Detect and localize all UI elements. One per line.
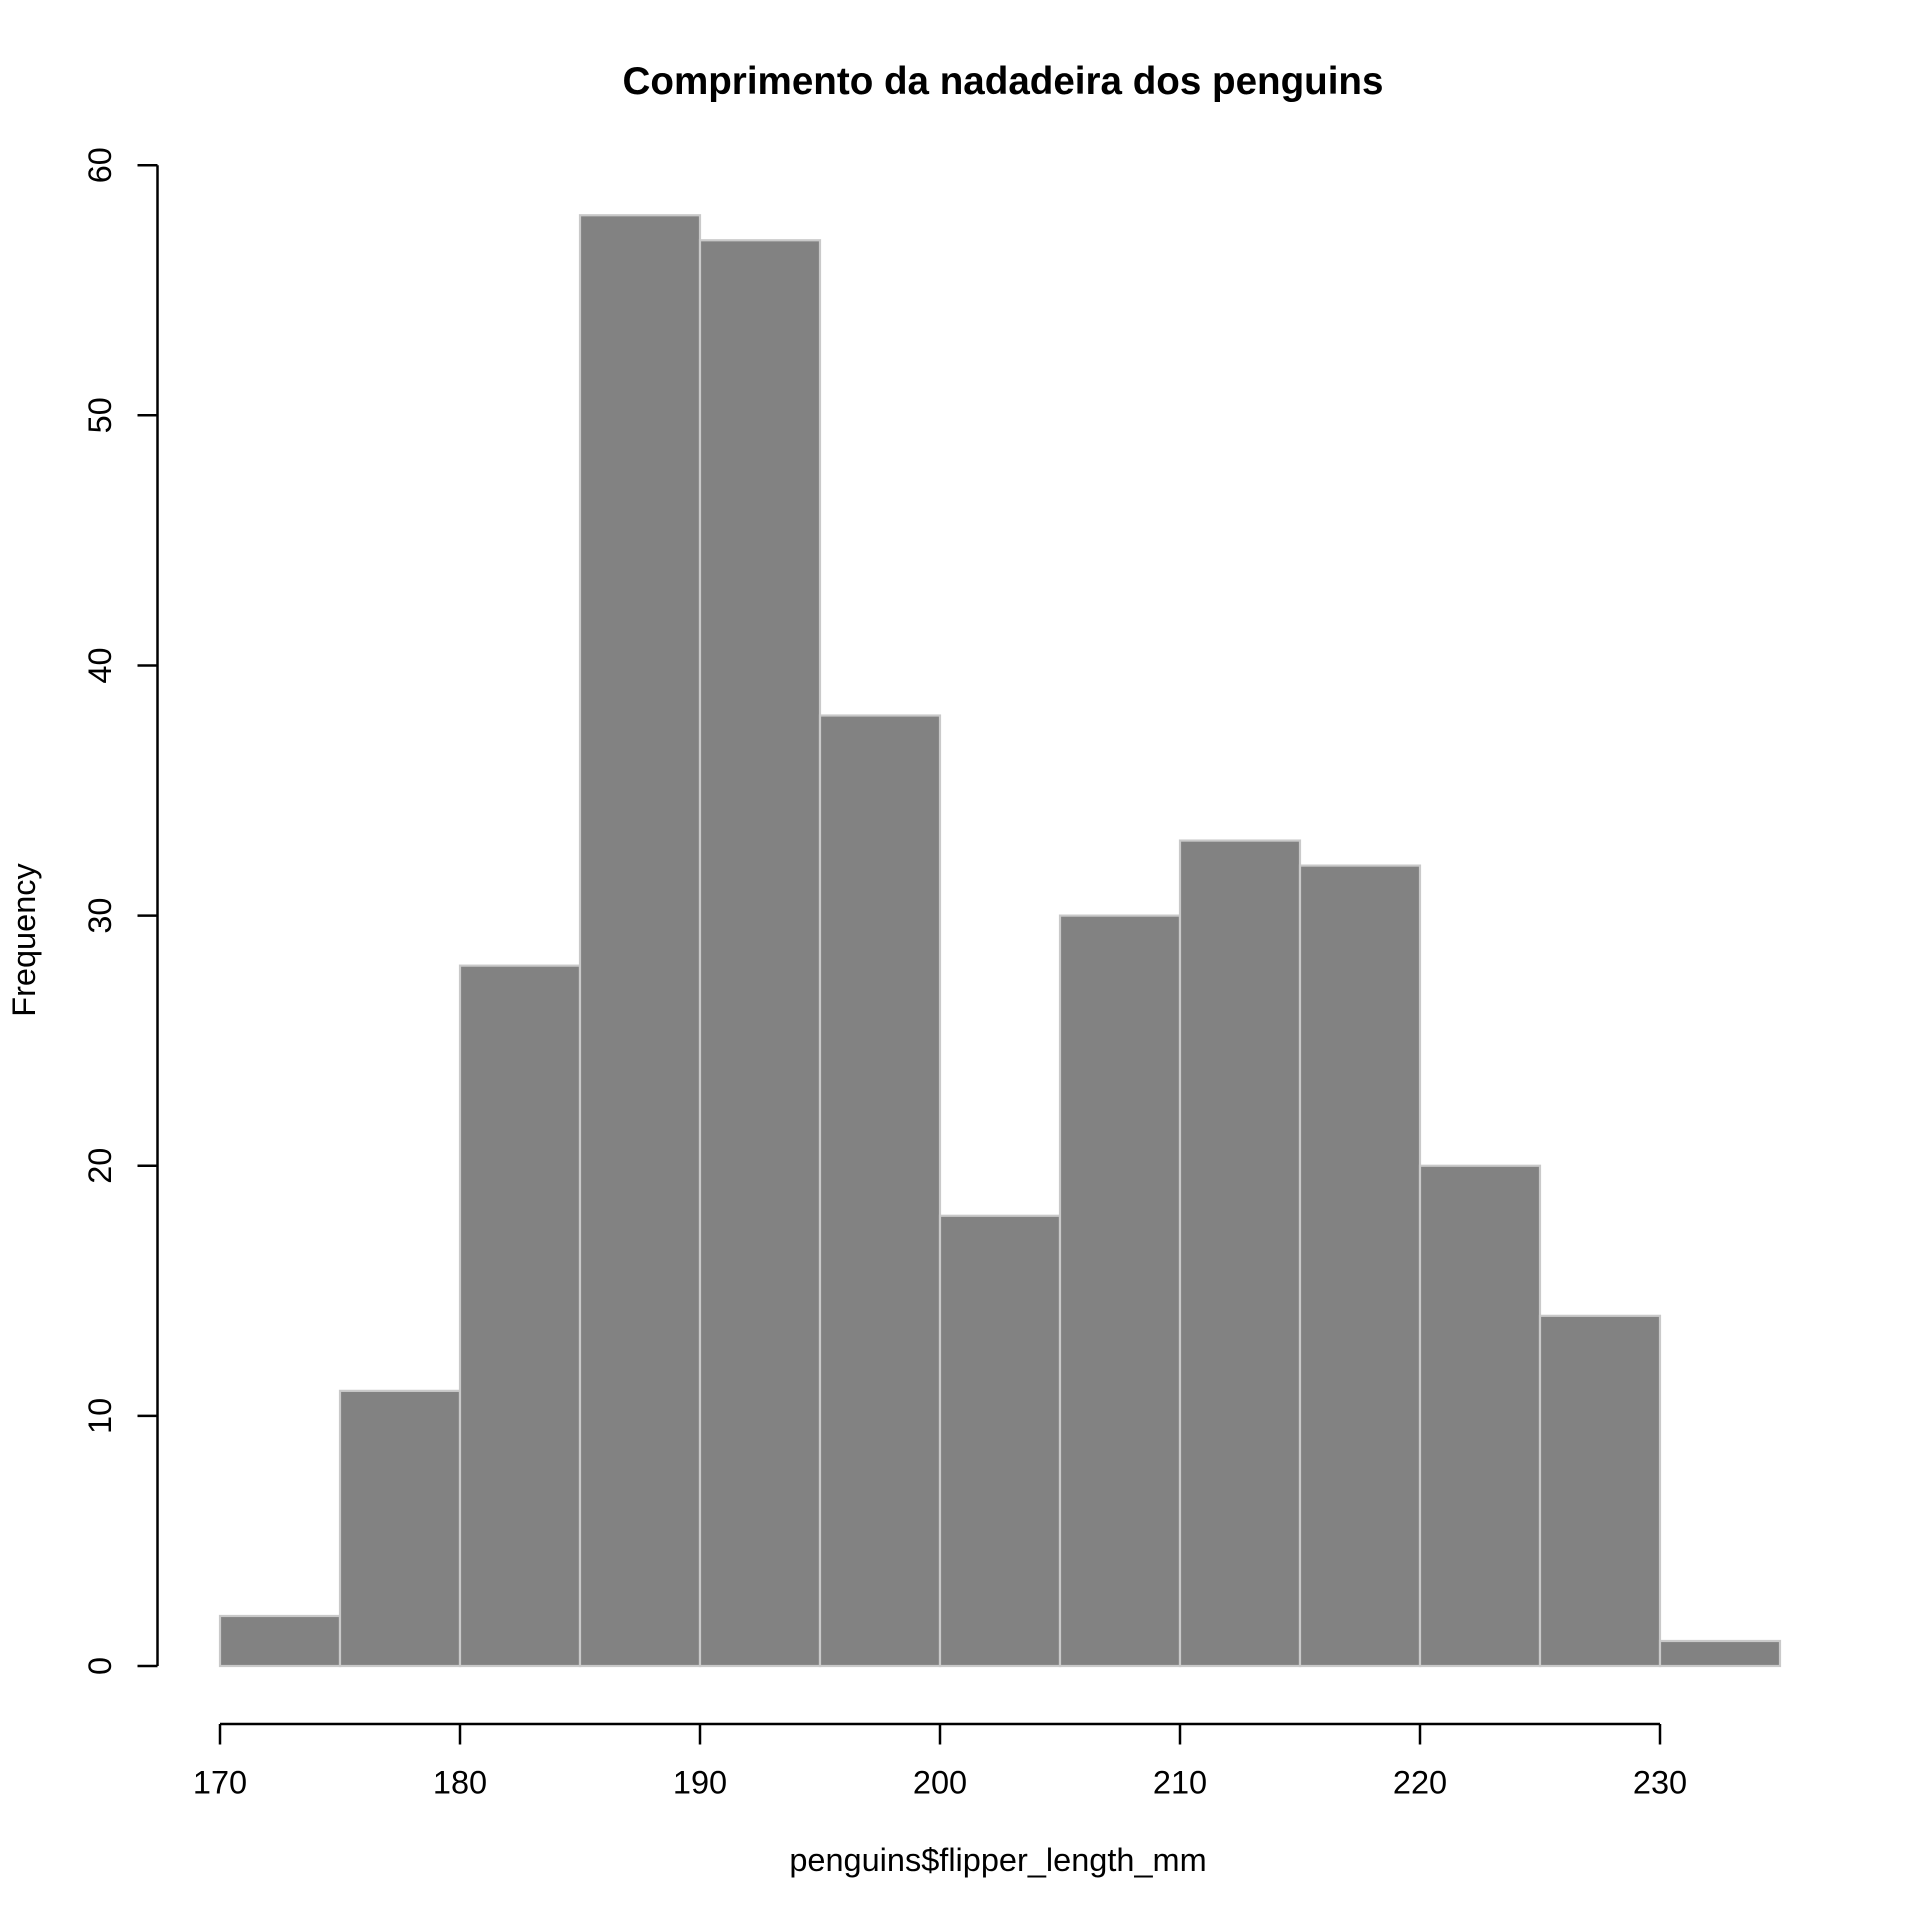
svg-text:penguins$flipper_length_mm: penguins$flipper_length_mm [789,1842,1206,1878]
svg-text:60: 60 [82,147,118,183]
svg-text:170: 170 [193,1765,247,1801]
svg-text:40: 40 [82,647,118,683]
svg-text:180: 180 [433,1765,487,1801]
svg-text:200: 200 [913,1765,967,1801]
svg-text:220: 220 [1393,1765,1447,1801]
svg-text:50: 50 [82,397,118,433]
svg-text:210: 210 [1153,1765,1207,1801]
svg-text:Comprimento da nadadeira dos p: Comprimento da nadadeira dos penguins [623,60,1384,103]
svg-text:30: 30 [82,898,118,934]
svg-text:0: 0 [82,1657,118,1675]
svg-text:10: 10 [82,1398,118,1434]
svg-text:Frequency: Frequency [6,862,42,1016]
svg-text:230: 230 [1633,1765,1687,1801]
svg-text:190: 190 [673,1765,727,1801]
svg-text:20: 20 [82,1148,118,1184]
